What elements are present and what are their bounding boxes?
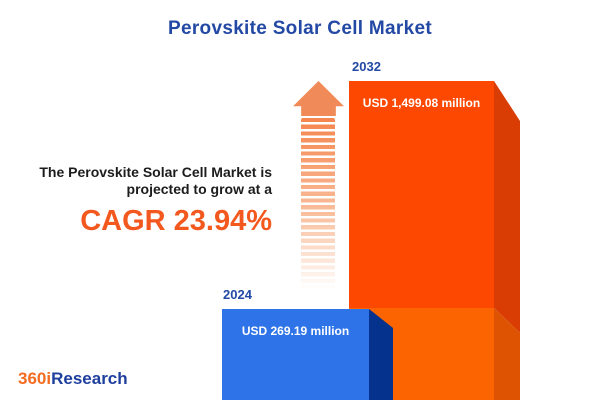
bar-2024-front: [222, 309, 369, 400]
bar-2032-side-bottom: [494, 308, 520, 400]
bar-2032-year-label: 2032: [352, 59, 381, 74]
bar-2024-value-label: USD 269.19 million: [241, 324, 350, 338]
bar-2032-front-top: [349, 81, 494, 308]
bar-2032-side-top: [494, 81, 520, 333]
bar-2032-value-label: USD 1,499.08 million: [362, 96, 481, 110]
bar-2024-side: [369, 309, 393, 400]
annotation-line-1: The Perovskite Solar Cell Market is: [39, 164, 272, 180]
cagr-value: CAGR 23.94%: [80, 205, 272, 237]
brand-logo-360i: 360i: [18, 369, 52, 388]
page-title: Perovskite Solar Cell Market: [168, 18, 432, 39]
arrow-shaft-dashes: [301, 118, 335, 290]
annotation-block: The Perovskite Solar Cell Market is proj…: [0, 164, 272, 238]
brand-logo-research: Research: [51, 369, 128, 388]
brand-logo: 360iResearch: [18, 369, 128, 389]
annotation-line-2: projected to grow at a: [126, 181, 272, 197]
bar-2024-year-label: 2024: [223, 287, 252, 302]
